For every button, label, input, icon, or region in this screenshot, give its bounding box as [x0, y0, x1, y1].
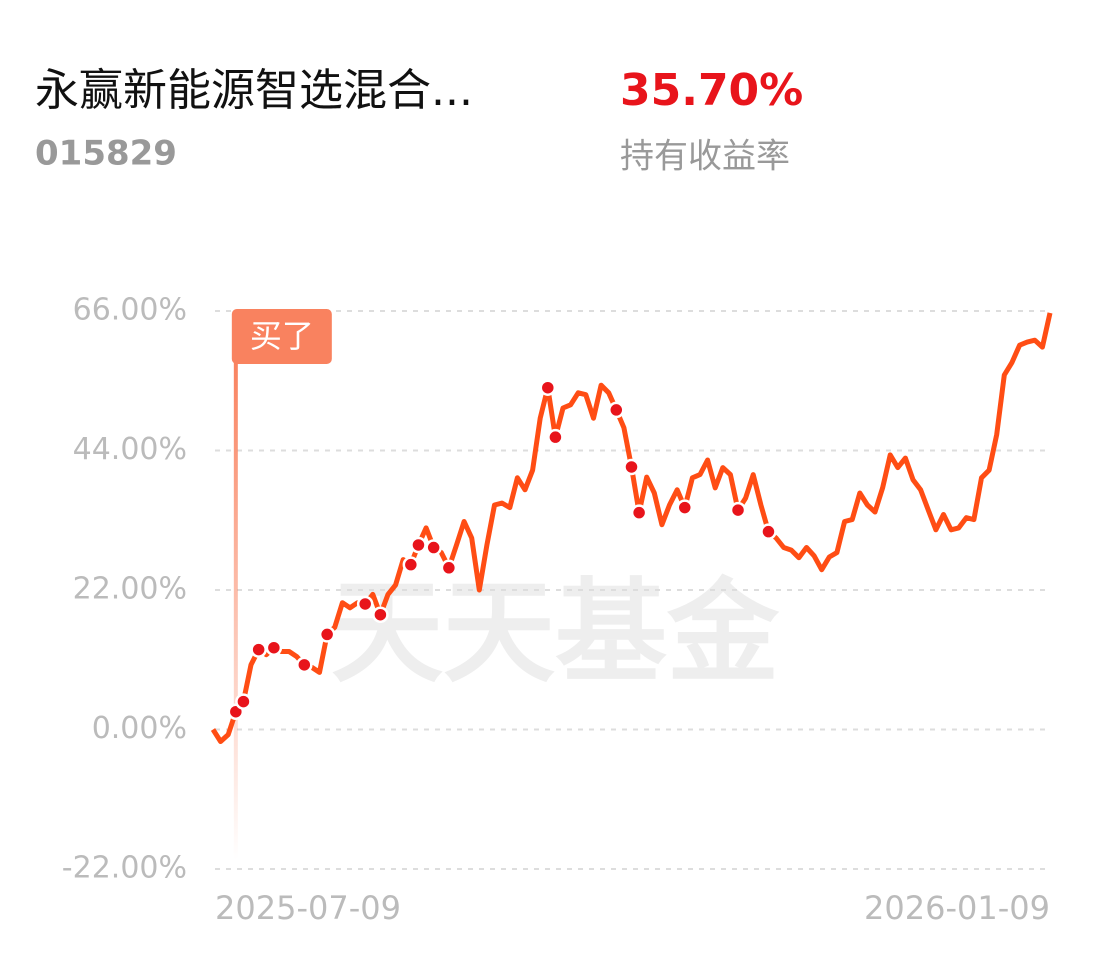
trade-dot — [760, 523, 777, 540]
buy-tag — [231, 309, 332, 364]
x-tick-label: 2025-07-09 — [215, 889, 401, 927]
trade-dot — [265, 639, 283, 656]
trade-dot — [235, 693, 252, 710]
buy-tag-label: 买了 — [250, 317, 314, 355]
return-label: 持有收益率 — [620, 137, 790, 177]
x-tick-label: 2026-01-09 — [864, 889, 1050, 927]
trade-dot — [547, 428, 564, 446]
buy-line — [233, 360, 238, 860]
fund-code: 015829 — [35, 134, 177, 174]
trade-dot — [356, 595, 374, 613]
trade-dot — [402, 556, 420, 573]
y-tick-label: 0.00% — [92, 711, 187, 746]
y-tick-label: 66.00% — [73, 293, 187, 328]
trade-dot — [729, 501, 747, 519]
return-value: 35.70% — [620, 65, 803, 116]
trade-dot — [425, 539, 442, 556]
trade-dot — [318, 626, 336, 643]
watermark: 天天基金 — [331, 568, 780, 698]
fund-title: 永赢新能源智选混合... — [35, 65, 473, 116]
trade-dot — [250, 641, 267, 658]
y-tick-label: 44.00% — [73, 432, 187, 467]
trade-dot — [630, 504, 648, 521]
trade-dot — [372, 606, 389, 623]
trade-dot — [623, 458, 640, 476]
trade-dot — [608, 401, 625, 419]
trade-dot — [539, 379, 557, 396]
trade-dot — [440, 559, 458, 577]
y-tick-label: 22.00% — [73, 572, 187, 607]
trade-dot — [676, 499, 694, 516]
y-tick-label: -22.00% — [62, 851, 187, 886]
trade-dot — [296, 656, 313, 674]
trade-dot — [410, 536, 427, 554]
